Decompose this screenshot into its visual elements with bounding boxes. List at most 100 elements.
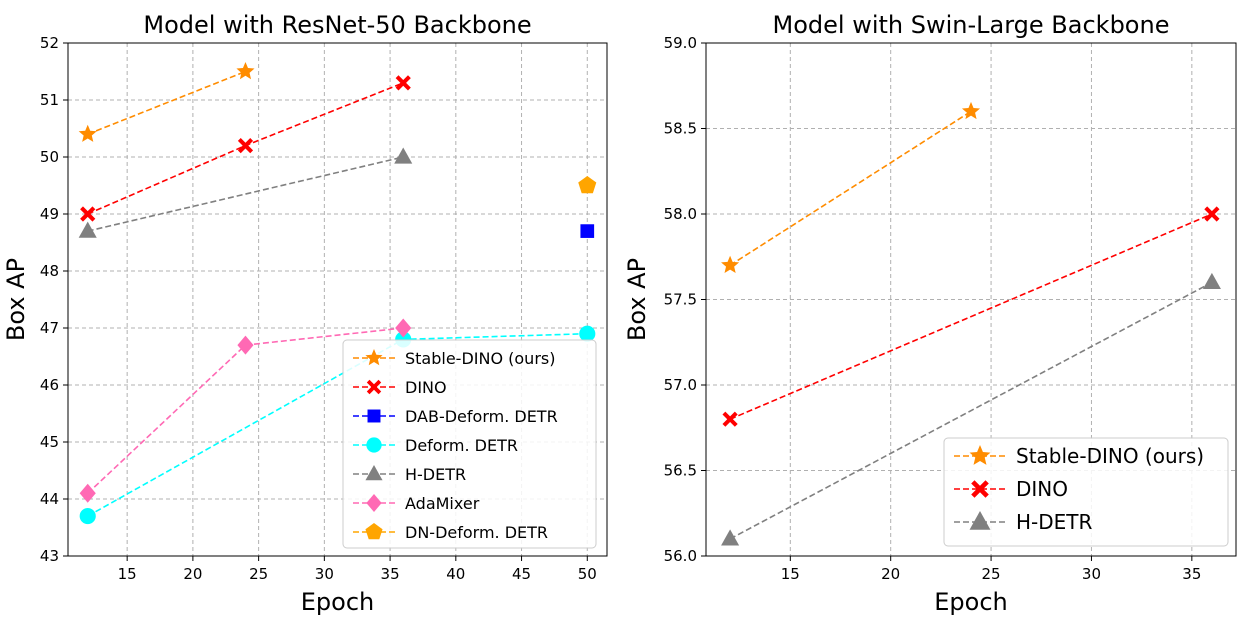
chart1-legend: Stable-DINO (ours) DINO H-DETR (943, 437, 1229, 547)
chart0-series-deform-detr-point-2 (579, 325, 596, 342)
chart0-legend-entry-stable-dino-ours-label: Stable-DINO (ours) (405, 349, 555, 368)
chart0-series-h-detr (78, 147, 413, 238)
chart1-legend-entry-stable-dino-ours: Stable-DINO (ours) (954, 444, 1204, 468)
chart0-legend-entry-h-detr: H-DETR (353, 465, 466, 484)
chart0-series-h-detr-point-1 (394, 147, 413, 164)
chart1-series-dino-point-1 (1204, 206, 1220, 222)
chart0-ytick-label-46: 46 (40, 376, 59, 394)
chart1-xtick-label-25: 25 (982, 565, 1001, 583)
chart1-xtick-label-35: 35 (1182, 565, 1201, 583)
chart0-series-dab-deform-detr (580, 224, 595, 238)
chart0-xtick-label-50: 50 (578, 565, 597, 583)
chart1-ytick-label-56-5: 56.5 (664, 462, 697, 480)
chart1-ylabel: Box AP (623, 258, 651, 341)
chart0-xtick-label-15: 15 (118, 565, 137, 583)
chart0-series-h-detr-point-0 (78, 221, 97, 238)
chart0-legend-entry-adamixer: AdaMixer (353, 494, 480, 513)
chart0-ytick-label-51: 51 (40, 91, 59, 109)
chart0-xtick-label-40: 40 (446, 565, 465, 583)
chart0-series-dn-deform-detr-point-0 (578, 176, 597, 194)
chart0-legend-entry-dino-marker (366, 379, 382, 395)
chart1-legend-entry-h-detr-marker (969, 511, 991, 530)
chart0-series-adamixer-point-1 (237, 335, 254, 355)
chart1-legend-entry-h-detr-label: H-DETR (1016, 510, 1093, 534)
chart0-series-dino-point-2 (395, 75, 411, 91)
chart1-ytick-label-58-0: 58.0 (664, 205, 697, 223)
chart0-xtick-label-30: 30 (315, 565, 334, 583)
chart1-ytick-label-57-0: 57.0 (664, 376, 697, 394)
chart1-ytick-label-57-5: 57.5 (664, 291, 697, 309)
chart0-legend-entry-deform-detr-label: Deform. DETR (405, 436, 518, 455)
chart0-ytick-label-43: 43 (40, 547, 59, 565)
chart1-ytick-label-59-0: 59.0 (664, 34, 697, 52)
chart0-legend-entry-dn-deform-detr-marker (365, 523, 383, 540)
chart0-series-adamixer-point-0 (79, 483, 96, 503)
chart0-xtick-label-25: 25 (249, 565, 268, 583)
chart-resnet50: 15 20 25 30 35 40 45 50 43 44 45 46 47 48 49 50 51 52 Mode… (2, 11, 608, 616)
chart1-xtick-label-15: 15 (781, 565, 800, 583)
chart0-ytick-label-44: 44 (40, 490, 59, 508)
chart0-series-h-detr-line (87, 156, 404, 232)
chart0-legend-entry-dino: DINO (353, 378, 447, 397)
chart1-xtick-label-20: 20 (881, 565, 900, 583)
chart0-series-dino-point-0 (80, 206, 96, 222)
chart0-ytick-label-48: 48 (40, 262, 59, 280)
chart0-legend-entry-dab-deform-detr-marker (367, 409, 381, 423)
chart0-legend-entry-dn-deform-detr: DN-Deform. DETR (353, 523, 548, 542)
chart1-series-h-detr-line (729, 281, 1213, 540)
chart1-series-h-detr-point-1 (1202, 272, 1221, 290)
chart0-legend-entry-deform-detr-marker (366, 437, 382, 453)
chart0-legend-entry-dino-label: DINO (405, 378, 447, 397)
chart1-series-dino-line (729, 213, 1213, 420)
chart1-series-dino-point-0 (722, 411, 738, 427)
chart0-legend-entry-h-detr-marker (365, 465, 383, 481)
chart0-ytick-label-52: 52 (40, 34, 59, 52)
chart0-legend-entry-deform-detr: Deform. DETR (353, 436, 518, 455)
chart1-legend-entry-h-detr: H-DETR (954, 510, 1093, 534)
chart1-frame (705, 42, 1237, 557)
chart0-legend-entry-dab-deform-detr: DAB-Deform. DETR (353, 407, 558, 426)
chart0-series-dab-deform-detr-point-0 (580, 224, 595, 238)
chart1-series-stable-dino-ours-point-1 (961, 101, 981, 120)
chart1-legend-entry-stable-dino-ours-marker (969, 445, 991, 465)
chart0-series-adamixer-point-2 (395, 318, 412, 338)
chart0-legend: Stable-DINO (ours) DINO DAB-Deform. DETR De… (342, 339, 597, 549)
chart0-legend-entry-stable-dino-ours: Stable-DINO (ours) (353, 349, 555, 368)
chart1-series-stable-dino-ours-line (729, 110, 972, 266)
chart1-series-dino (722, 206, 1220, 427)
chart0-frame (67, 42, 608, 557)
chart0-legend-entry-adamixer-label: AdaMixer (405, 494, 480, 513)
chart0-xtick-label-20: 20 (183, 565, 202, 583)
chart1-series-stable-dino-ours (721, 101, 981, 273)
chart0-series-dn-deform-detr (578, 176, 597, 194)
chart0-legend-entry-adamixer-marker (366, 494, 382, 512)
chart0-legend-box (342, 339, 597, 549)
chart0-legend-entry-stable-dino-ours-marker (365, 349, 383, 366)
chart0-series-deform-detr-point-0 (79, 508, 96, 525)
chart0-legend-entry-dab-deform-detr-label: DAB-Deform. DETR (405, 407, 558, 426)
chart0-series-stable-dino-ours-line (87, 70, 246, 135)
chart0-xlabel: Epoch (301, 588, 375, 616)
chart0-series-dino-point-1 (237, 138, 254, 154)
chart1-xtick-label-30: 30 (1082, 565, 1101, 583)
chart1-xlabel: Epoch (934, 588, 1008, 616)
chart1-ytick-label-58-5: 58.5 (664, 120, 697, 138)
chart1-title: Model with Swin-Large Backbone (773, 11, 1170, 39)
chart0-series-stable-dino-ours-point-1 (236, 62, 255, 80)
chart0-ytick-label-45: 45 (40, 433, 59, 451)
chart0-series-adamixer (79, 318, 412, 503)
chart0-legend-entry-h-detr-label: H-DETR (405, 465, 466, 484)
chart0-series-dino (80, 75, 411, 222)
chart0-xtick-label-45: 45 (512, 565, 531, 583)
chart0-title: Model with ResNet-50 Backbone (143, 11, 531, 39)
chart1-legend-box (943, 437, 1229, 547)
chart0-series-stable-dino-ours-point-0 (78, 124, 97, 142)
chart1-series-h-detr (721, 272, 1221, 546)
chart0-xtick-label-35: 35 (381, 565, 400, 583)
chart0-ytick-label-50: 50 (40, 148, 59, 166)
chart1-legend-entry-dino: DINO (954, 477, 1068, 501)
chart1-legend-entry-stable-dino-ours-label: Stable-DINO (ours) (1016, 444, 1204, 468)
chart1-legend-entry-dino-marker (971, 480, 989, 498)
chart0-series-stable-dino-ours (78, 62, 255, 142)
